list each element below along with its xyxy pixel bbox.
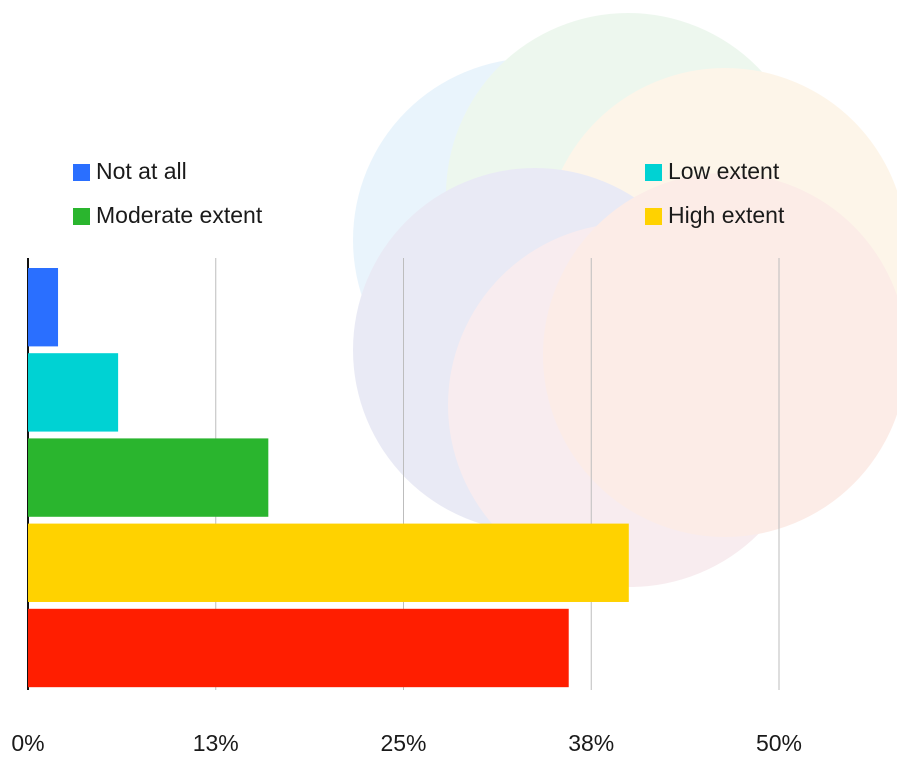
bar bbox=[28, 438, 269, 517]
legend-swatch bbox=[73, 208, 90, 225]
legend-label: Not at all bbox=[96, 158, 187, 184]
legend-swatch bbox=[645, 208, 662, 225]
legend-label: Low extent bbox=[668, 158, 780, 184]
background-logo bbox=[353, 13, 897, 587]
legend-label: Moderate extent bbox=[96, 202, 263, 228]
bar bbox=[28, 608, 569, 688]
bar bbox=[28, 353, 119, 432]
x-tick-label: 38% bbox=[568, 730, 614, 756]
legend-label: High extent bbox=[668, 202, 785, 228]
x-tick-label: 13% bbox=[193, 730, 239, 756]
bar bbox=[28, 268, 59, 347]
x-tick-label: 25% bbox=[380, 730, 426, 756]
x-tick-label: 50% bbox=[756, 730, 802, 756]
legend-swatch bbox=[73, 164, 90, 181]
x-tick-label: 0% bbox=[11, 730, 44, 756]
bar bbox=[28, 523, 629, 602]
legend-swatch bbox=[645, 164, 662, 181]
